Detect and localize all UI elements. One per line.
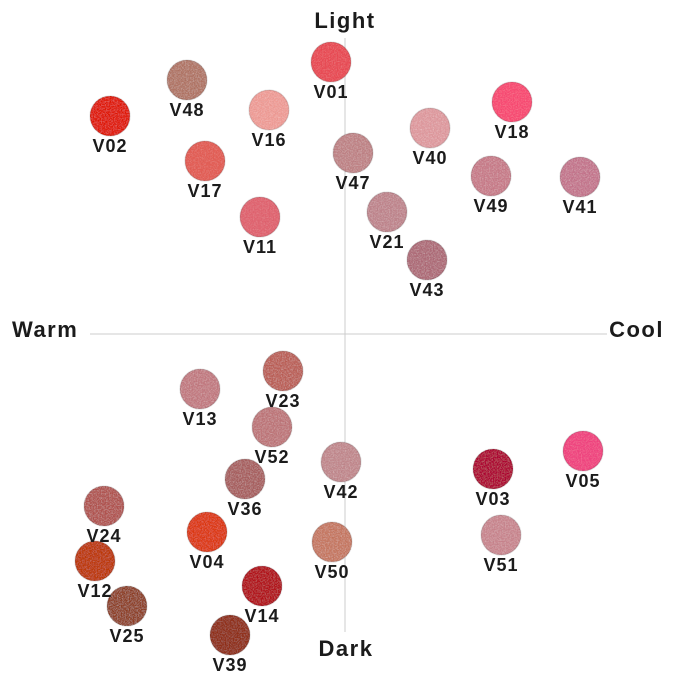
svg-text:V40: V40: [412, 148, 447, 168]
svg-text:V14: V14: [244, 606, 279, 626]
svg-text:V17: V17: [187, 181, 222, 201]
svg-text:V41: V41: [562, 197, 597, 217]
svg-text:V01: V01: [313, 82, 348, 102]
svg-text:V16: V16: [251, 130, 286, 150]
svg-text:V23: V23: [265, 391, 300, 411]
svg-text:V02: V02: [92, 136, 127, 156]
svg-text:V42: V42: [323, 482, 358, 502]
svg-text:V04: V04: [189, 552, 224, 572]
svg-text:V24: V24: [86, 526, 121, 546]
svg-text:V50: V50: [314, 562, 349, 582]
svg-text:Cool: Cool: [609, 317, 664, 342]
svg-text:V39: V39: [212, 655, 247, 675]
svg-text:V13: V13: [182, 409, 217, 429]
svg-text:V18: V18: [494, 122, 529, 142]
svg-text:V03: V03: [475, 489, 510, 509]
svg-text:V36: V36: [227, 499, 262, 519]
svg-text:V48: V48: [169, 100, 204, 120]
svg-text:V47: V47: [335, 173, 370, 193]
svg-text:V21: V21: [369, 232, 404, 252]
svg-text:Warm: Warm: [12, 317, 78, 342]
svg-text:V05: V05: [565, 471, 600, 491]
svg-text:V25: V25: [109, 626, 144, 646]
svg-text:V51: V51: [483, 555, 518, 575]
svg-text:V12: V12: [77, 581, 112, 601]
svg-text:V11: V11: [243, 237, 277, 257]
svg-text:Light: Light: [314, 8, 375, 33]
svg-text:V43: V43: [409, 280, 444, 300]
svg-text:V49: V49: [473, 196, 508, 216]
svg-text:V52: V52: [254, 447, 289, 467]
svg-text:Dark: Dark: [319, 636, 374, 661]
